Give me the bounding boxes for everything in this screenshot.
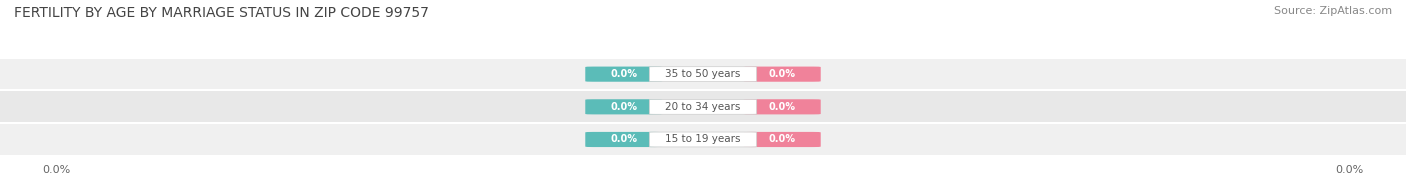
Bar	[0, 123, 1406, 156]
Text: Source: ZipAtlas.com: Source: ZipAtlas.com	[1274, 6, 1392, 16]
Text: 15 to 19 years: 15 to 19 years	[665, 134, 741, 144]
Text: 35 to 50 years: 35 to 50 years	[665, 69, 741, 79]
Text: FERTILITY BY AGE BY MARRIAGE STATUS IN ZIP CODE 99757: FERTILITY BY AGE BY MARRIAGE STATUS IN Z…	[14, 6, 429, 20]
Text: 0.0%: 0.0%	[769, 134, 796, 144]
Text: 0.0%: 0.0%	[610, 134, 637, 144]
Bar	[0, 58, 1406, 91]
Text: 0.0%: 0.0%	[769, 102, 796, 112]
FancyBboxPatch shape	[650, 132, 756, 147]
Bar	[0, 91, 1406, 123]
Text: 0.0%: 0.0%	[610, 69, 637, 79]
FancyBboxPatch shape	[585, 99, 662, 114]
FancyBboxPatch shape	[744, 132, 821, 147]
FancyBboxPatch shape	[650, 67, 756, 82]
Text: 20 to 34 years: 20 to 34 years	[665, 102, 741, 112]
FancyBboxPatch shape	[585, 67, 662, 82]
Text: 0.0%: 0.0%	[610, 102, 637, 112]
Text: 0.0%: 0.0%	[769, 69, 796, 79]
FancyBboxPatch shape	[585, 132, 662, 147]
FancyBboxPatch shape	[744, 67, 821, 82]
FancyBboxPatch shape	[650, 99, 756, 114]
FancyBboxPatch shape	[744, 99, 821, 114]
